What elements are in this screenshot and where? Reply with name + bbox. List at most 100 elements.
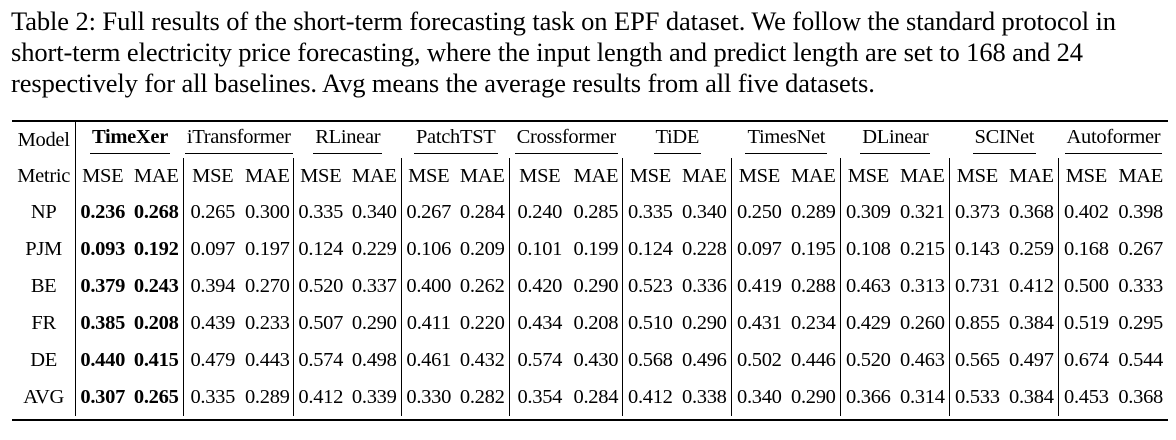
cell-rlinear-mse: 0.124: [298, 238, 344, 260]
model-header-crossformer: Crossformer: [510, 122, 623, 158]
cell-timexer-mse: 0.440: [80, 349, 126, 371]
metric-mae: MAE: [895, 158, 951, 194]
cell-timesnet-mae: 0.195: [786, 231, 842, 268]
model-name: PatchTST: [413, 126, 498, 154]
model-header-timesnet: TimesNet: [732, 122, 841, 158]
cell-crossformer-mae: 0.199: [569, 231, 624, 268]
cell-itransformer-mse: 0.394: [190, 275, 236, 297]
model-name: Autoformer: [1064, 126, 1163, 154]
cell-itransformer-mae: 0.289: [241, 379, 295, 416]
cell-rlinear-mae: 0.339: [347, 379, 403, 416]
cell-tide-mae: 0.290: [677, 305, 733, 342]
cell-tide-mse: 0.510: [628, 312, 673, 334]
cell-rlinear-mae: 0.340: [347, 194, 403, 231]
cell-scinet-mse: 0.533: [955, 386, 1000, 408]
cell-rlinear-mae: 0.229: [347, 231, 403, 268]
cell-timesnet-mae: 0.290: [786, 379, 842, 416]
metric-mae: MAE: [1004, 158, 1060, 194]
cell-rlinear-mse: 0.335: [298, 201, 344, 223]
cell-itransformer-mse: 0.439: [190, 312, 236, 334]
cell-timesnet-mae: 0.289: [786, 194, 842, 231]
metric-mae: MAE: [129, 158, 185, 194]
results-table: Model TimeXer iTransformer RLinear Patch…: [12, 122, 1168, 416]
cell-dlinear-mae: 0.463: [895, 342, 951, 379]
cell-tide-mae: 0.336: [677, 268, 733, 305]
cell-autoformer-mae: 0.368: [1118, 386, 1163, 408]
model-name: TimesNet: [745, 126, 828, 154]
cell-scinet-mse: 0.373: [955, 201, 1000, 223]
model-name: TiDE: [653, 126, 702, 154]
cell-itransformer-mae: 0.300: [241, 194, 295, 231]
cell-tide-mse: 0.124: [628, 238, 673, 260]
cell-tide-mse: 0.568: [628, 349, 673, 371]
cell-timexer-mse: 0.093: [80, 238, 126, 260]
cell-dlinear-mse: 0.309: [846, 201, 891, 223]
cell-tide-mae: 0.340: [677, 194, 733, 231]
cell-tide-mse: 0.335: [628, 201, 673, 223]
cell-patchtst-mae: 0.262: [455, 268, 511, 305]
table-row: PJM 0.093 0.192 0.097 0.197 0.124 0.229 0.106 0.…: [12, 231, 1168, 268]
cell-scinet-mse: 0.143: [955, 238, 1000, 260]
cell-timexer-mse: 0.236: [80, 201, 126, 223]
metric-mse: MSE: [192, 164, 234, 187]
cell-crossformer-mae: 0.430: [569, 342, 624, 379]
table-row: DE 0.440 0.415 0.479 0.443 0.574 0.498 0.461 0.4…: [12, 342, 1168, 379]
metric-header-row: Metric MSE MAE MSE MAE MSE MAE MSE MAE MSE MA…: [12, 158, 1168, 194]
metric-mse: MSE: [847, 164, 890, 187]
cell-itransformer-mse: 0.265: [190, 201, 236, 223]
metric-mae: MAE: [1118, 164, 1163, 187]
cell-rlinear-mae: 0.498: [347, 342, 403, 379]
metric-mae: MAE: [241, 158, 295, 194]
cell-itransformer-mae: 0.197: [241, 231, 295, 268]
dataset-label: BE: [12, 268, 77, 305]
cell-dlinear-mse: 0.429: [846, 312, 891, 334]
model-name: RLinear: [313, 126, 383, 154]
cell-rlinear-mse: 0.574: [298, 349, 344, 371]
cell-dlinear-mse: 0.520: [846, 349, 891, 371]
cell-timexer-mae: 0.192: [129, 231, 185, 268]
cell-timesnet-mae: 0.288: [786, 268, 842, 305]
cell-patchtst-mse: 0.461: [406, 349, 452, 371]
cell-crossformer-mse: 0.240: [517, 201, 563, 223]
cell-scinet-mse: 0.855: [955, 312, 1000, 334]
model-name: iTransformer: [184, 126, 293, 154]
cell-scinet-mae: 0.497: [1004, 342, 1060, 379]
cell-itransformer-mae: 0.270: [241, 268, 295, 305]
cell-scinet-mse: 0.731: [955, 275, 1000, 297]
cell-timesnet-mae: 0.446: [786, 342, 842, 379]
model-header-rlinear: RLinear: [294, 122, 402, 158]
cell-scinet-mse: 0.565: [955, 349, 1000, 371]
cell-dlinear-mae: 0.321: [895, 194, 951, 231]
model-name: Crossformer: [514, 126, 618, 154]
cell-itransformer-mse: 0.097: [190, 238, 236, 260]
metric-mse: MSE: [519, 164, 561, 187]
model-name: SCINet: [972, 126, 1037, 154]
cell-timesnet-mse: 0.340: [737, 386, 782, 408]
model-name: TimeXer: [89, 126, 171, 154]
cell-autoformer-mae: 0.295: [1118, 312, 1163, 334]
dataset-label: FR: [12, 305, 77, 342]
table-row: AVG 0.307 0.265 0.335 0.289 0.412 0.339 0.330 0.…: [12, 379, 1168, 416]
cell-patchtst-mae: 0.282: [455, 379, 511, 416]
cell-patchtst-mse: 0.330: [406, 386, 452, 408]
table-top-rule: [12, 120, 1168, 123]
cell-dlinear-mse: 0.108: [846, 238, 891, 260]
cell-autoformer-mae: 0.333: [1118, 275, 1163, 297]
cell-patchtst-mse: 0.400: [406, 275, 452, 297]
cell-rlinear-mae: 0.290: [347, 305, 403, 342]
metric-mse: MSE: [82, 164, 124, 187]
cell-tide-mae: 0.496: [677, 342, 733, 379]
cell-autoformer-mae: 0.544: [1118, 349, 1163, 371]
cell-autoformer-mae: 0.398: [1118, 201, 1163, 223]
metric-header-label: Metric: [12, 158, 77, 194]
model-header-dlinear: DLinear: [841, 122, 950, 158]
cell-scinet-mae: 0.368: [1004, 194, 1060, 231]
model-header-tide: TiDE: [623, 122, 732, 158]
cell-crossformer-mse: 0.420: [517, 275, 563, 297]
metric-mae: MAE: [677, 158, 733, 194]
metric-mse: MSE: [956, 164, 999, 187]
table-caption: Table 2: Full results of the short-term …: [11, 6, 1116, 98]
cell-crossformer-mae: 0.284: [569, 379, 624, 416]
cell-scinet-mae: 0.259: [1004, 231, 1060, 268]
cell-patchtst-mae: 0.220: [455, 305, 511, 342]
